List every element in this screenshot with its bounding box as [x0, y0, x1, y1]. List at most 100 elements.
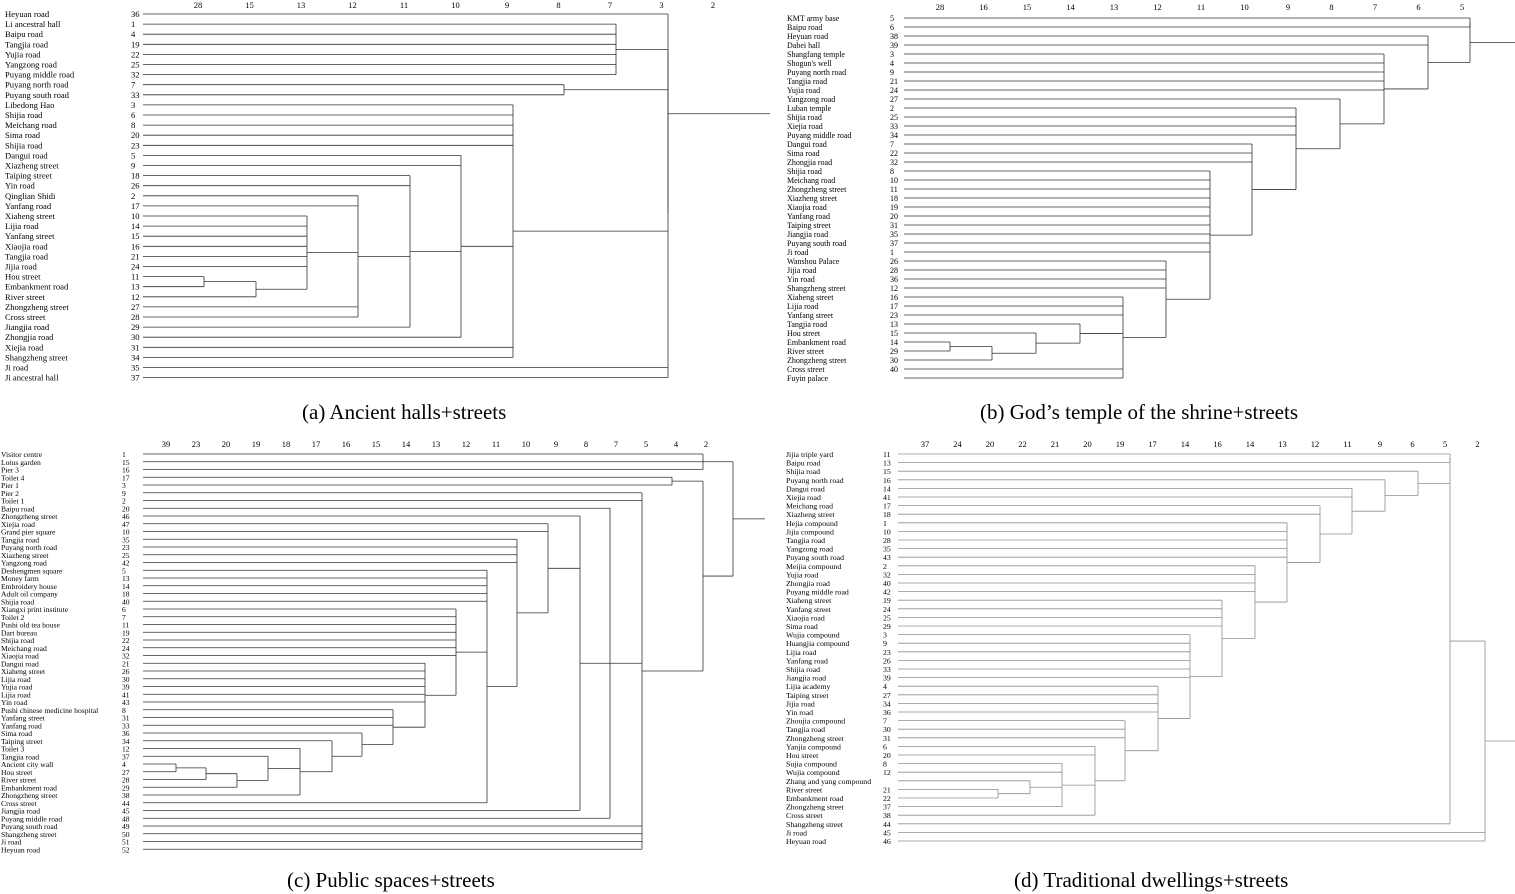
leaf-number: 20: [131, 130, 140, 140]
leaf-label: Zhongjia road: [5, 332, 54, 342]
leaf-label: Xiaojia road: [787, 203, 827, 212]
leaf-label: Puyang north road: [5, 80, 69, 90]
leaf-number: 8: [883, 760, 887, 769]
leaf-number: 40: [883, 579, 891, 588]
axis-label: 15: [1023, 2, 1032, 12]
axis-label: 14: [1181, 439, 1190, 449]
leaf-label: Yangzong road: [5, 60, 58, 70]
leaf-number: 3: [131, 100, 135, 110]
leaf-number: 39: [883, 674, 891, 683]
leaf-number: 42: [883, 588, 891, 597]
leaf-label: Cross street: [786, 811, 823, 820]
leaf-label: Pier 2: [1, 489, 19, 498]
axis-label: 39: [162, 439, 171, 449]
leaf-number: 23: [131, 140, 140, 150]
leaf-label: Shangzheng street: [787, 284, 846, 293]
leaf-number: 35: [890, 230, 898, 239]
axis-label: 16: [342, 439, 351, 449]
leaf-label: Ji road: [1, 838, 22, 847]
leaf-number: 3: [122, 481, 126, 490]
leaf-number: 34: [131, 352, 140, 362]
leaf-label: Dangui road: [787, 140, 827, 149]
leaf-number: 25: [883, 613, 891, 622]
dendrogram-panel-a: 28 15 13 12 11 10 9 8 7 3 2 Heyuan road 36 Li ancestr…: [0, 0, 780, 430]
axis-label: 11: [1343, 439, 1351, 449]
leaf-label: Grand pier square: [1, 528, 56, 537]
leaf-label: Lijia road: [1, 690, 31, 699]
leaf-number: 50: [122, 830, 130, 839]
leaf-number: 31: [122, 714, 130, 723]
leaf-label: Sima road: [787, 149, 820, 158]
leaf-label: Shijia road: [1, 636, 34, 645]
axis-label: 15: [372, 439, 381, 449]
leaf-number: 17: [883, 502, 891, 511]
leaf-number: 30: [122, 675, 130, 684]
leaf-number: 26: [883, 656, 891, 665]
leaf-number: 20: [883, 751, 891, 760]
leaf-number: 16: [122, 466, 130, 475]
leaf-label: Puyang north road: [786, 476, 844, 485]
axis-label: 8: [1329, 2, 1333, 12]
leaf-label: Yangzong road: [1, 559, 47, 568]
leaf-label: Heyuan road: [787, 32, 828, 41]
leaf-label: Zhongzheng street: [5, 302, 69, 312]
leaf-number: 2: [883, 562, 887, 571]
leaf-label: Jiangjia road: [5, 322, 50, 332]
leaf-label: Hou street: [786, 751, 819, 760]
axis-label: 12: [462, 439, 471, 449]
leaf-number: 45: [122, 807, 130, 816]
leaf-number: 38: [122, 791, 130, 800]
leaf-label: Zhongzheng street: [786, 803, 845, 812]
axis-label: 13: [1110, 2, 1119, 12]
leaf-label: Xiejia road: [787, 122, 823, 131]
leaf-label: Xiejia road: [1, 520, 35, 529]
leaf-number: 43: [883, 553, 891, 562]
leaf-label: Qinglian Shidi: [5, 191, 56, 201]
leaf-number: 21: [890, 77, 898, 86]
leaf-number: 8: [131, 120, 135, 130]
leaf-number: 36: [890, 275, 898, 284]
leaf-label: Zhoujia compound: [786, 717, 845, 726]
leaf-number: 40: [890, 365, 898, 374]
leaf-label: Adult oil company: [1, 590, 58, 599]
axis-label: 2: [711, 0, 715, 10]
leaf-number: 22: [883, 794, 891, 803]
leaf-number: 32: [883, 570, 891, 579]
leaf-number: 46: [883, 837, 891, 846]
leaf-label: Puyang south road: [787, 239, 847, 248]
leaf-label: Toilet 3: [1, 745, 25, 754]
leaf-number: 7: [122, 613, 126, 622]
leaf-label: Heyuan road: [1, 845, 40, 854]
leaf-number: 6: [883, 742, 887, 751]
leaf-number: 10: [131, 211, 140, 221]
leaf-label: Shijia road: [5, 140, 43, 150]
leaf-number: 9: [122, 489, 126, 498]
leaf-label: Pier 1: [1, 481, 19, 490]
leaf-number: 10: [883, 527, 891, 536]
leaf-number: 39: [122, 683, 130, 692]
leaf-label: Shangzheng street: [5, 352, 68, 362]
leaf-label: Cross street: [5, 312, 46, 322]
leaf-label: Yin road: [787, 275, 815, 284]
leaf-number: 42: [122, 559, 130, 568]
leaf-label: KMT army base: [787, 14, 840, 23]
axis-label: 2: [1475, 439, 1479, 449]
leaf-label: Puyang south road: [5, 90, 70, 100]
axis-label: 13: [432, 439, 441, 449]
leaf-label: Ji road: [5, 363, 29, 373]
leaf-number: 41: [883, 493, 891, 502]
leaf-number: 38: [883, 811, 891, 820]
leaf-label: River street: [5, 292, 45, 302]
dendrogram-panel-b: 28 16 15 14 13 12 11 10 9 8 7 6 5 KMT army base 5 Baipu…: [780, 0, 1515, 430]
leaf-number: 32: [131, 70, 140, 80]
leaf-label: Wujia compound: [786, 768, 840, 777]
leaf-label: Cross street: [1, 799, 38, 808]
leaf-number: 18: [890, 194, 898, 203]
leaf-label: Meichang road: [786, 502, 833, 511]
leaf-number: 36: [131, 9, 140, 19]
axis-label: 13: [297, 0, 306, 10]
dendrogram-panel-d: 37 24 20 22 21 20 19 17 14 16 14 13 12 11 9 6 5 2 Jijia tr…: [780, 432, 1515, 894]
leaf-number: 11: [122, 621, 130, 630]
leaf-number: 2: [131, 191, 135, 201]
